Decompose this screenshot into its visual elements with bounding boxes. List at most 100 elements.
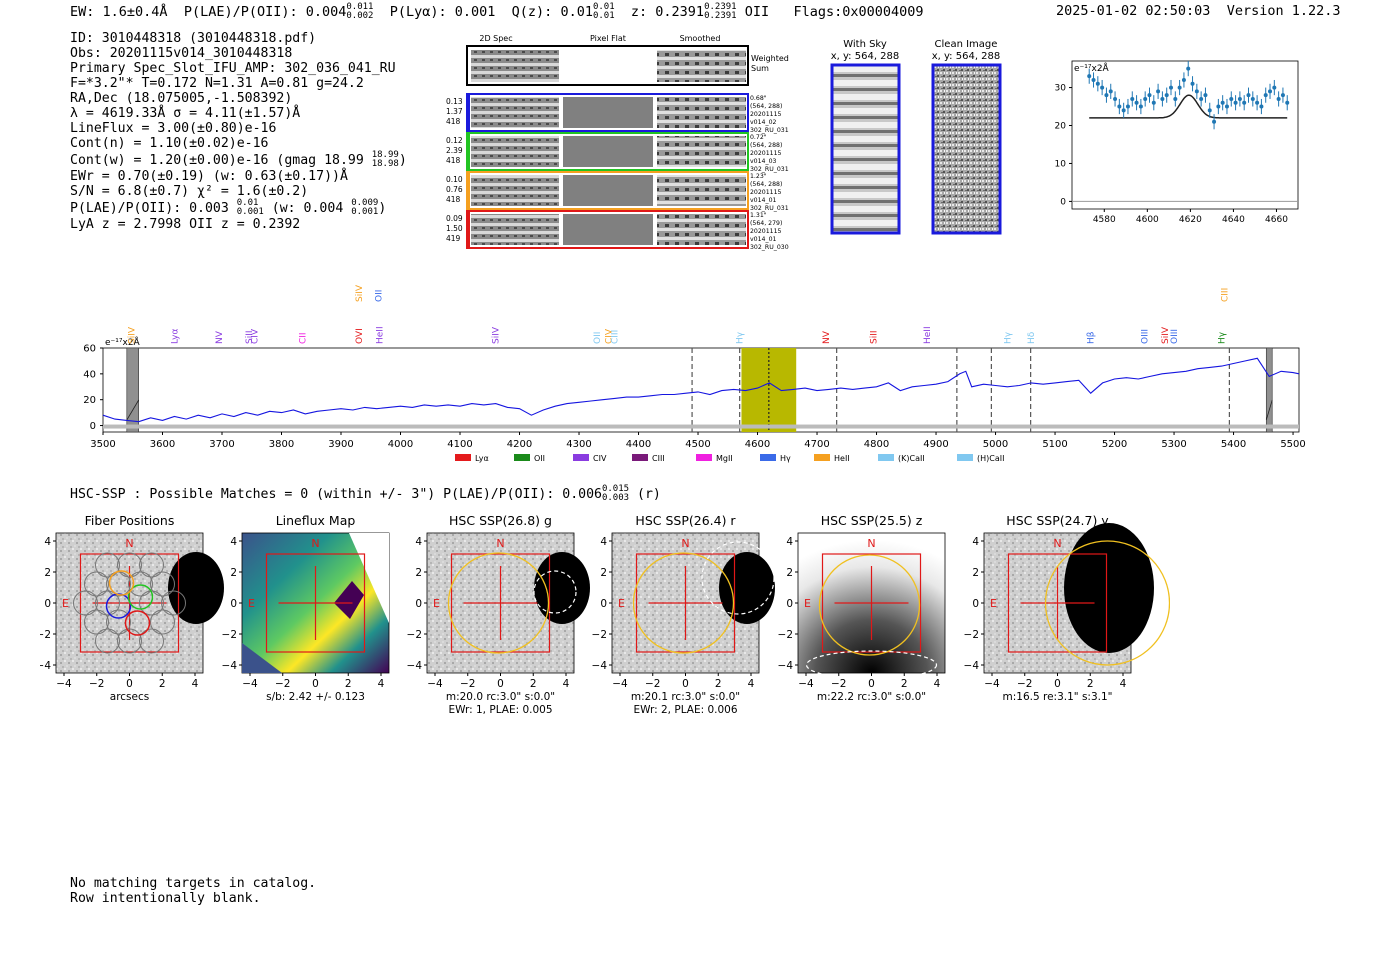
- fiber-circle-red: [124, 610, 151, 636]
- cutout-row-right-label: 302_RU_031: [750, 127, 789, 134]
- cutout-row-left-label: 1.37: [446, 107, 463, 116]
- hsc-y-tick-label: 0: [972, 598, 979, 610]
- emission-line-label: OVI: [355, 328, 365, 344]
- masked-region-hatch: [126, 399, 140, 421]
- zoom-data-point: [1233, 100, 1238, 105]
- legend-label: CIII: [652, 454, 665, 463]
- cutout-row-left-label: 418: [446, 195, 461, 204]
- spectrum-x-tick-label: 5100: [1042, 439, 1067, 450]
- masked-region-hatch: [1265, 399, 1273, 421]
- info-ewr: EWr = 0.70(±0.19) (w: 0.63(±0.17))Å: [70, 169, 348, 184]
- header-datetime-version: 2025-01-02 02:50:03 Version 1.22.3: [1056, 3, 1341, 19]
- emission-line-label: SiIV: [355, 284, 365, 302]
- info-lineflux: LineFlux = 3.00(±0.80)e-16: [70, 121, 277, 136]
- fiber-circle: [95, 628, 120, 654]
- legend-swatch: [573, 454, 589, 461]
- hsc-y-tick-label: −2: [778, 629, 793, 641]
- legend-swatch: [632, 454, 648, 461]
- hsc-x-tick-label: −2: [275, 678, 290, 690]
- header-qz: Q(z): 0.01: [511, 4, 593, 20]
- hsc-x-tick-label: 0: [868, 678, 875, 690]
- spectrum-unit-label: e⁻¹⁷x2Å: [105, 336, 141, 348]
- cutout-row-right-label: 302_RU_030: [750, 244, 789, 251]
- header-ew: EW: 1.6±0.4Å: [70, 4, 168, 20]
- info-contw-row: Cont(w) = 1.20(±0.00)e-16 (gmag 18.99 18…: [70, 151, 407, 169]
- hsc-panel: Fiber Positions N E −4 −4 −2 −2 0 0 2 2 4 4 arcsecs: [40, 513, 224, 703]
- full-spectrum-chart: 0 20 40 60 3500 3600 3700 3800 3900 4000 4100 4200 4…: [83, 284, 1306, 463]
- spectrum-x-tick-label: 5200: [1102, 439, 1127, 450]
- fiber-circle: [139, 552, 164, 578]
- cutout-row-pixelflat: [563, 136, 653, 167]
- hsc-panel-caption: m:20.1 rc:3.0" s:0.0": [631, 691, 740, 703]
- zoom-data-point: [1216, 104, 1221, 109]
- hsc-y-tick-label: 0: [786, 598, 793, 610]
- zoom-data-point: [1087, 74, 1092, 79]
- zoom-data-point: [1203, 93, 1208, 98]
- zoom-x-tick-label: 4640: [1222, 215, 1245, 225]
- bright-source: [168, 552, 224, 624]
- spectrum-x-tick-label: 4500: [685, 439, 710, 450]
- hsc-x-tick-label: −2: [645, 678, 660, 690]
- cutout-row-pixelflat: [563, 214, 653, 245]
- spectrum-x-tick-label: 5400: [1221, 439, 1246, 450]
- cutout-row-right-label: (564, 288): [750, 181, 782, 188]
- fiber-circle: [106, 609, 131, 635]
- cutout-row-left-label: 2.39: [446, 146, 463, 155]
- hsc-y-tick-label: 4: [600, 536, 607, 548]
- spectrum-x-tick-label: 3800: [269, 439, 294, 450]
- weighted-sum-2dspec: [471, 50, 559, 82]
- zoom-data-point: [1250, 96, 1255, 101]
- info-contw: Cont(w) = 1.20(±0.00)e-16 (gmag 18.99: [70, 153, 364, 168]
- legend-label: OII: [534, 454, 545, 463]
- zoom-data-point: [1138, 104, 1143, 109]
- spectrum-line: [102, 357, 1300, 423]
- zoom-data-point: [1199, 96, 1204, 101]
- hsc-y-tick-label: 2: [230, 567, 237, 579]
- hsc-panel-caption: m:22.2 rc:3.0" s:0.0": [817, 691, 926, 703]
- hsc-x-tick-label: 4: [748, 678, 755, 690]
- header-plya: P(Lyα): 0.001: [389, 4, 496, 20]
- zoom-data-point: [1212, 119, 1217, 124]
- cutout-row-pixelflat: [563, 175, 653, 206]
- spectrum-x-tick-label: 3600: [150, 439, 175, 450]
- info-plae-w-hi: 0.009: [351, 198, 379, 208]
- zoom-data-point: [1259, 104, 1264, 109]
- emission-line-label: CIV: [605, 328, 615, 344]
- hsc-panel-caption-2: EWr: 2, PLAE: 0.006: [633, 704, 737, 716]
- header-summary: EW: 1.6±0.4Å P(LAE)/P(OII): 0.004 0.011 0.…: [70, 3, 924, 21]
- hsc-x-tick-label: −4: [242, 678, 258, 690]
- header-plae-lo: 0.002: [346, 11, 374, 21]
- legend-swatch: [455, 454, 471, 461]
- hsc-heading: HSC-SSP : Possible Matches = 0 (within +…: [70, 485, 661, 503]
- cutout-row-right-label: (564, 288): [750, 142, 782, 149]
- zoom-data-point: [1177, 85, 1182, 90]
- info-radec: RA,Dec (18.075005,-1.508392): [70, 91, 293, 106]
- emission-line-label: HeII: [923, 326, 933, 344]
- bright-source: [1064, 523, 1154, 653]
- hsc-panel-caption: m:20.0 rc:3.0" s:0.0": [446, 691, 555, 703]
- zoom-data-point: [1125, 104, 1130, 109]
- with-sky-image: [830, 63, 901, 235]
- cutout-row-right-label: 1.31": [750, 212, 767, 219]
- cutout-row-color-marker: [467, 172, 470, 209]
- legend-swatch: [760, 454, 776, 461]
- hsc-heading-end: (r): [637, 487, 661, 502]
- hsc-panel-caption: s/b: 2.42 +/- 0.123: [266, 691, 365, 703]
- bright-source: [719, 552, 775, 624]
- zoom-y-tick-label: 10: [1055, 159, 1067, 169]
- hsc-x-tick-label: 2: [715, 678, 722, 690]
- hsc-x-tick-label: −2: [1017, 678, 1032, 690]
- aperture-circle: [447, 552, 550, 654]
- emission-line-label: Hδ: [1027, 331, 1037, 344]
- zoom-x-tick-label: 4600: [1136, 215, 1159, 225]
- cutout-header-smoothed: Smoothed: [680, 34, 721, 43]
- hsc-panel-title: Lineflux Map: [276, 513, 356, 528]
- hsc-x-tick-label: −4: [798, 678, 814, 690]
- zoom-data-point: [1242, 100, 1247, 105]
- zoom-data-point: [1285, 100, 1290, 105]
- hsc-heading-lo: 0.003: [601, 493, 630, 503]
- hsc-x-tick-label: 0: [497, 678, 504, 690]
- cutout-row-right-label: 20201115: [750, 228, 782, 235]
- spectrum-x-tick-label: 4300: [566, 439, 591, 450]
- legend-label: HeII: [834, 454, 850, 463]
